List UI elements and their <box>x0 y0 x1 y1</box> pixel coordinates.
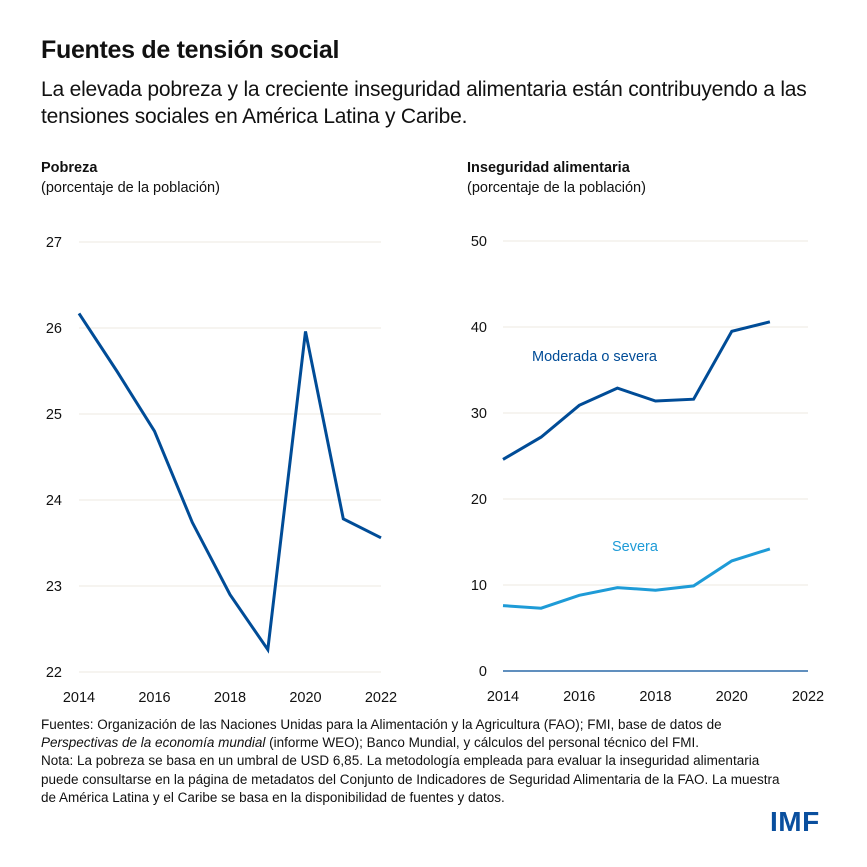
y-tick-label: 50 <box>471 234 487 250</box>
y-tick-label: 0 <box>479 664 487 680</box>
x-tick-label: 2014 <box>63 690 95 706</box>
footer-notes: Fuentes: Organización de las Naciones Un… <box>41 716 781 807</box>
sources-publication: Perspectivas de la economía mundial <box>41 735 266 751</box>
chart-title: Fuentes de tensión social <box>41 36 340 64</box>
y-tick-label: 40 <box>471 320 487 336</box>
x-tick-label: 2020 <box>716 689 748 705</box>
x-tick-label: 2016 <box>563 689 595 705</box>
y-tick-label: 25 <box>46 407 62 423</box>
x-tick-label: 2018 <box>639 689 671 705</box>
y-tick-label: 10 <box>471 578 487 594</box>
food-panel-title: Inseguridad alimentaria <box>467 160 630 176</box>
y-tick-label: 24 <box>46 493 62 509</box>
x-tick-label: 2022 <box>792 689 824 705</box>
y-tick-label: 27 <box>46 235 62 251</box>
series-label: Severa <box>612 539 659 555</box>
x-tick-label: 2020 <box>289 690 321 706</box>
series-line-pobreza <box>77 312 382 654</box>
sources-text-end: (informe WEO); Banco Mundial, y cálculos… <box>265 735 700 751</box>
poverty-panel-title: Pobreza <box>41 160 98 176</box>
poverty-chart: 22 23 24 25 26 27 2014 2016 2018 2020 2022 <box>46 235 397 706</box>
x-tick-label: 2016 <box>138 690 170 706</box>
x-tick-label: 2014 <box>487 689 519 705</box>
imf-logo: IMF <box>770 806 820 837</box>
y-tick-label: 20 <box>471 492 487 508</box>
y-tick-label: 22 <box>46 665 62 681</box>
series-label: Moderada o severa <box>532 349 658 365</box>
food-panel-unit: (porcentaje de la población) <box>467 180 646 196</box>
y-tick-label: 30 <box>471 406 487 422</box>
y-tick-label: 23 <box>46 579 62 595</box>
x-tick-label: 2018 <box>214 690 246 706</box>
y-tick-label: 26 <box>46 321 62 337</box>
food-insecurity-chart: 0 10 20 30 40 50 2014 2016 2018 2020 2022 Moderada … <box>471 234 824 705</box>
x-tick-label: 2022 <box>365 690 397 706</box>
poverty-panel-unit: (porcentaje de la población) <box>41 180 220 196</box>
series-line-moderada-o-severa <box>502 320 771 461</box>
chart-subtitle: La elevada pobreza y la creciente insegu… <box>41 78 807 128</box>
sources-note: Fuentes: Organización de las Naciones Un… <box>41 716 781 752</box>
methodology-note: Nota: La pobreza se basa en un umbral de… <box>41 753 780 805</box>
sources-text: Fuentes: Organización de las Naciones Un… <box>41 717 722 732</box>
series-line-severa <box>502 547 771 610</box>
